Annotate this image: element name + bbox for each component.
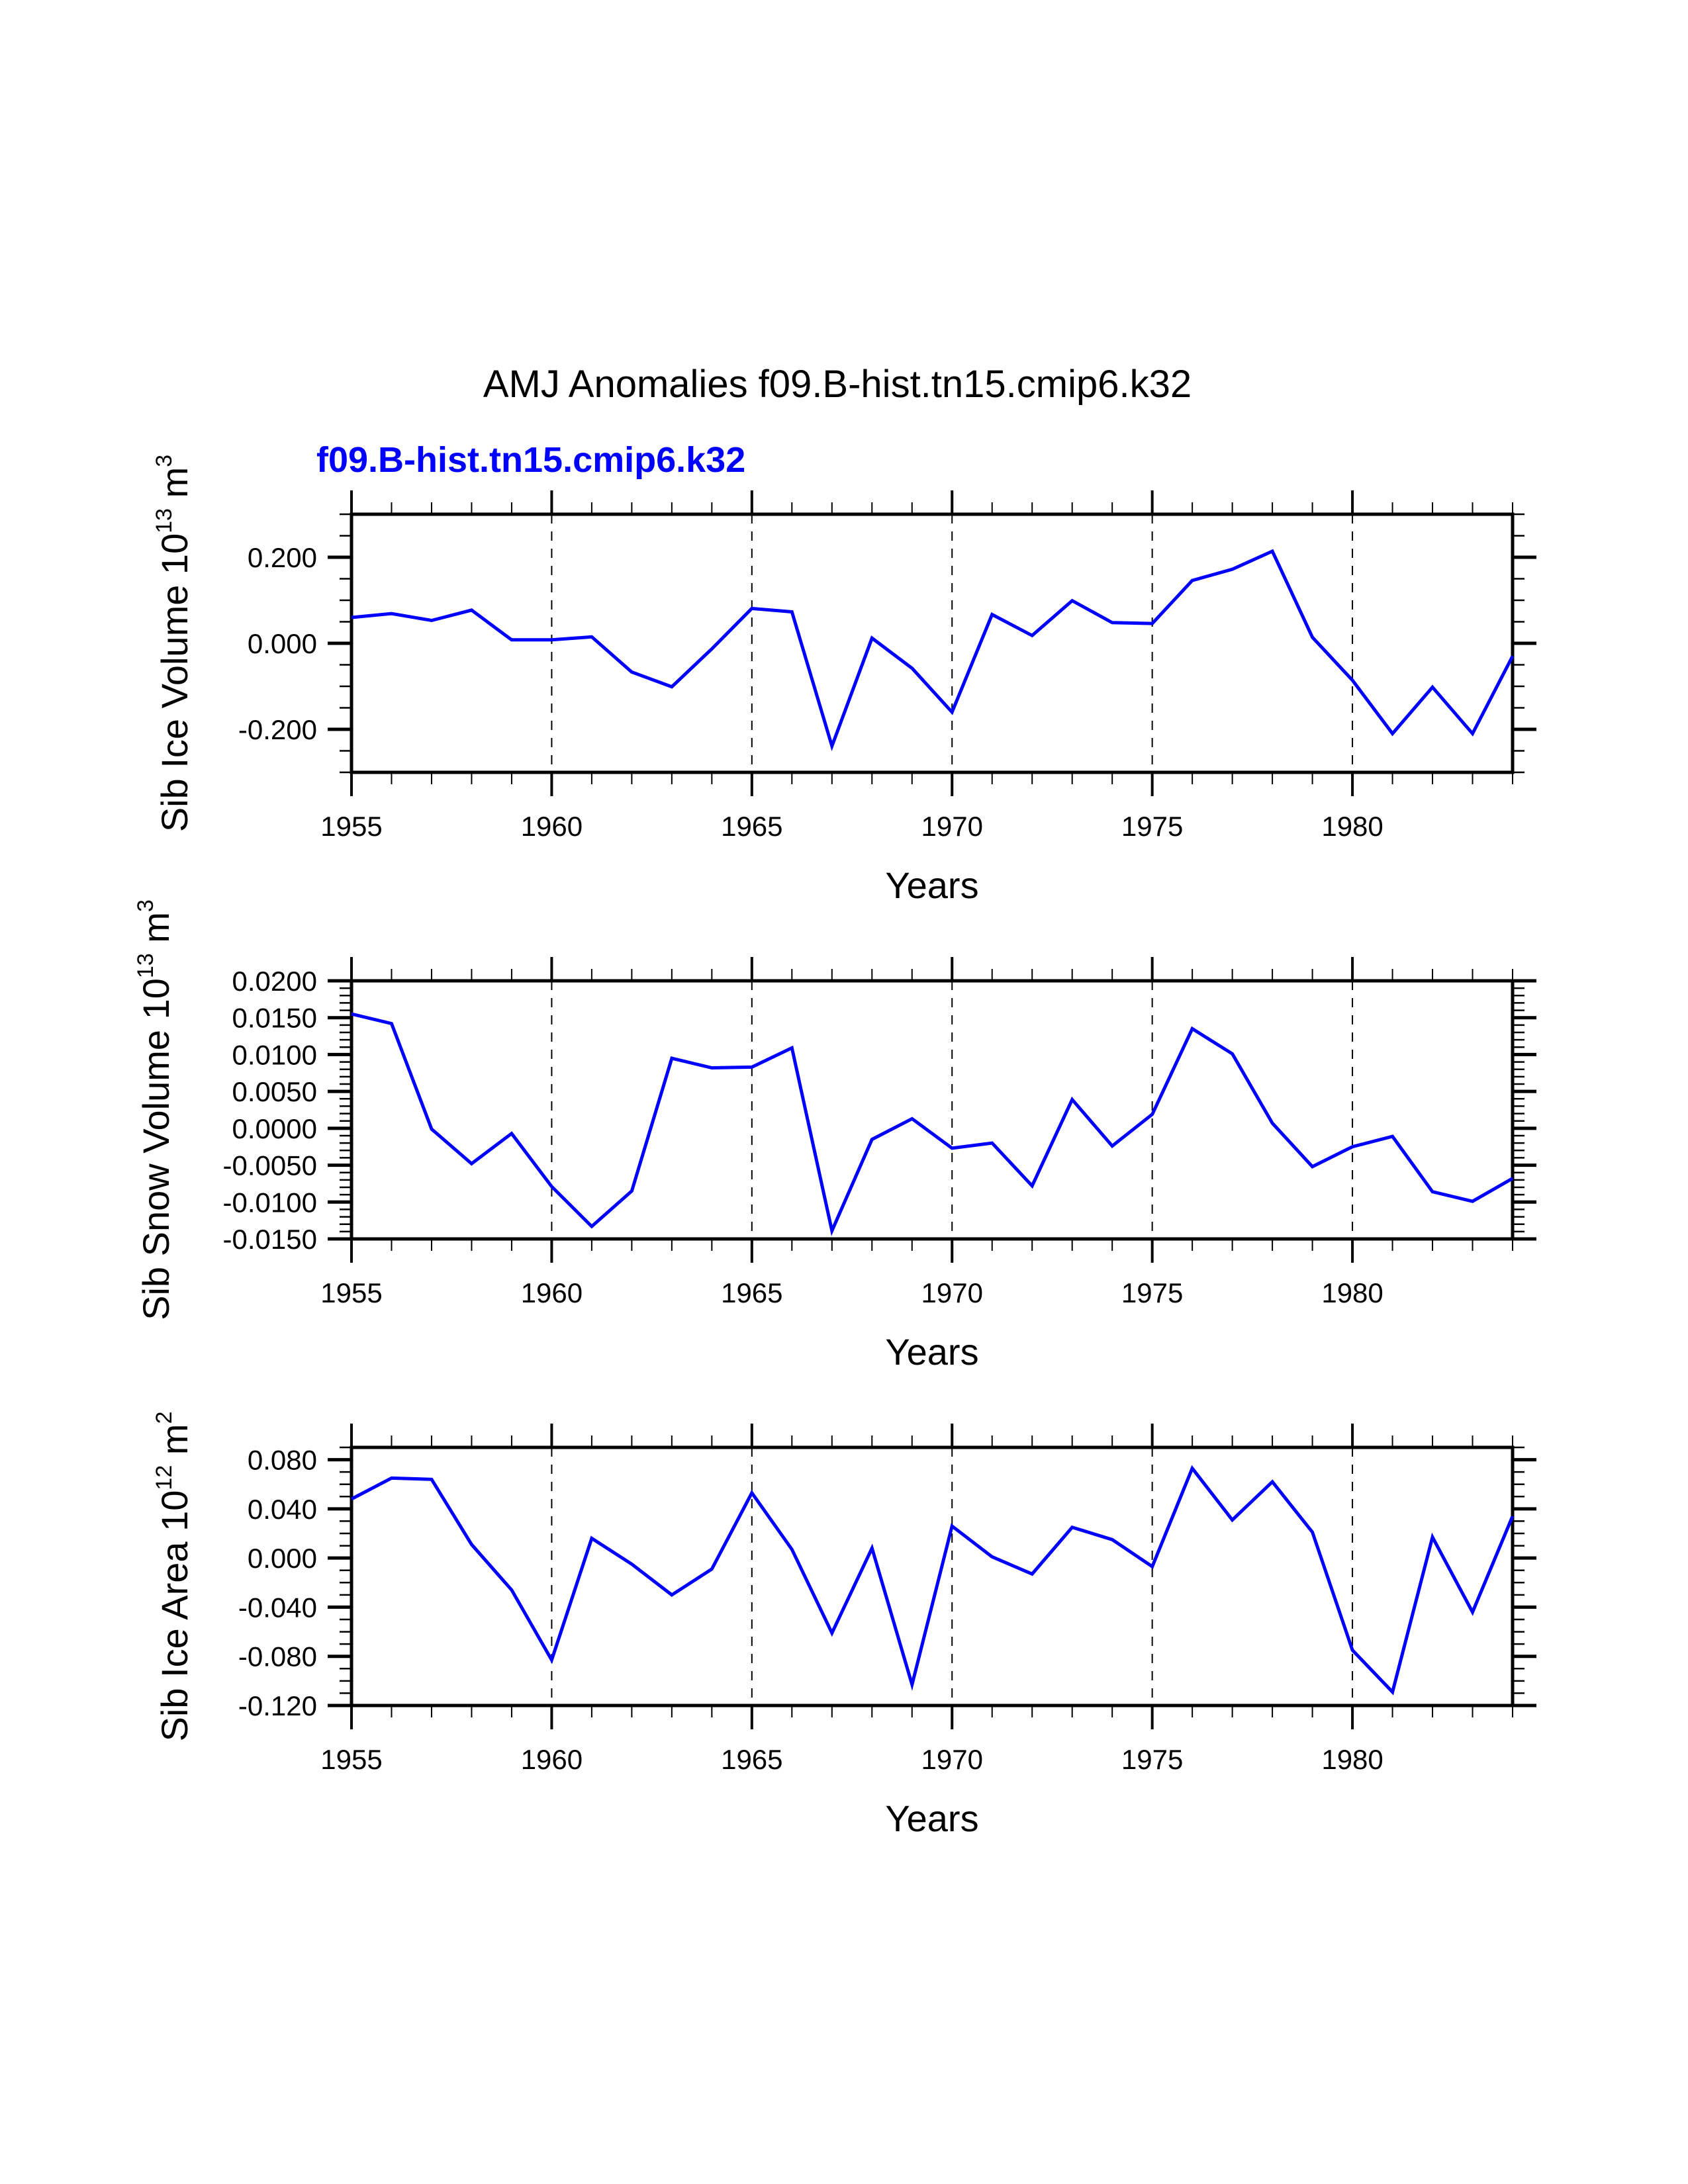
series-line bbox=[351, 549, 1515, 752]
x-tick-label: 1970 bbox=[921, 1744, 983, 1775]
y-axis-label-text: Sib Ice Volume 10 bbox=[154, 533, 195, 832]
y-tick-label: -0.0150 bbox=[223, 1224, 317, 1255]
x-tick-label: 1965 bbox=[721, 1744, 782, 1775]
x-tick-label: 1965 bbox=[721, 811, 782, 842]
x-tick-label: 1955 bbox=[320, 811, 382, 842]
y-tick-label: -0.040 bbox=[238, 1592, 317, 1623]
y-tick-label: -0.200 bbox=[238, 714, 317, 745]
y-tick-label: 0.0050 bbox=[232, 1076, 317, 1107]
series-line bbox=[351, 1012, 1514, 1236]
y-tick-label: 0.0000 bbox=[232, 1113, 317, 1144]
plot-frame bbox=[350, 1445, 1515, 1707]
chart-title: AMJ Anomalies f09.B-hist.tn15.cmip6.k32 bbox=[483, 363, 1192, 406]
y-tick-label: -0.0050 bbox=[223, 1150, 317, 1181]
x-tick-label: 1955 bbox=[320, 1277, 382, 1308]
y-axis-label-unit: m bbox=[135, 912, 177, 953]
y-axis-label-unit: m bbox=[154, 1424, 195, 1465]
y-axis-label-exponent: 12 bbox=[152, 1465, 177, 1490]
x-axis-label: Years bbox=[885, 864, 978, 906]
x-tick-label: 1970 bbox=[921, 1277, 983, 1308]
x-tick-label: 1960 bbox=[521, 1277, 583, 1308]
y-axis-label-unit-exponent: 3 bbox=[133, 899, 158, 912]
y-axis-label: Sib Ice Area 1012 m2 bbox=[152, 1412, 195, 1742]
x-tick-label: 1965 bbox=[721, 1277, 782, 1308]
x-tick-label: 1975 bbox=[1121, 811, 1183, 842]
series-line bbox=[350, 1465, 1515, 1696]
plot-frame bbox=[350, 979, 1515, 1241]
y-tick-label: 0.040 bbox=[248, 1494, 317, 1525]
panel-2: 1955 1960 1965 1970 1975 1980 0.0200 0.0150 0.01… bbox=[133, 899, 1536, 1373]
y-axis-label-exponent: 13 bbox=[133, 953, 158, 978]
y-tick-label: 0.000 bbox=[248, 1543, 317, 1574]
y-tick-label: 0.080 bbox=[248, 1445, 317, 1476]
panel-3: 1955 1960 1965 1970 1975 1980 0.080 0.040 0.000 -… bbox=[152, 1412, 1536, 1839]
y-tick-label: 0.0150 bbox=[232, 1003, 317, 1034]
y-axis-label-unit: m bbox=[154, 467, 195, 508]
x-tick-label: 1975 bbox=[1121, 1744, 1183, 1775]
x-axis-label: Years bbox=[885, 1797, 978, 1839]
chart-subtitle: f09.B-hist.tn15.cmip6.k32 bbox=[316, 440, 745, 480]
x-tick-label: 1960 bbox=[521, 811, 583, 842]
y-axis-label-text: Sib Ice Area 10 bbox=[154, 1490, 195, 1742]
y-tick-label: 0.200 bbox=[248, 542, 317, 573]
y-tick-label: -0.080 bbox=[238, 1641, 317, 1672]
x-tick-label: 1975 bbox=[1121, 1277, 1183, 1308]
y-tick-label: 0.000 bbox=[248, 628, 317, 659]
y-axis-label-text: Sib Snow Volume 10 bbox=[135, 978, 177, 1320]
y-tick-label: -0.0100 bbox=[223, 1187, 317, 1218]
x-tick-label: 1960 bbox=[521, 1744, 583, 1775]
y-tick-label: 0.0100 bbox=[232, 1039, 317, 1070]
x-tick-label: 1970 bbox=[921, 811, 983, 842]
plot-frame bbox=[350, 512, 1515, 774]
y-axis-label-exponent: 13 bbox=[152, 508, 177, 533]
x-tick-label: 1980 bbox=[1321, 1744, 1383, 1775]
x-axis-label: Years bbox=[885, 1331, 978, 1373]
y-axis-label: Sib Snow Volume 1013 m3 bbox=[133, 899, 177, 1320]
y-axis-label-unit-exponent: 3 bbox=[152, 455, 177, 467]
panel-1: 1955 1960 1965 1970 1975 1980 0.200 0.000 -0.200… bbox=[152, 455, 1536, 906]
x-tick-label: 1980 bbox=[1321, 811, 1383, 842]
y-axis-label-unit-exponent: 2 bbox=[152, 1412, 177, 1424]
y-axis-label: Sib Ice Volume 1013 m3 bbox=[152, 455, 195, 832]
y-tick-label: -0.120 bbox=[238, 1690, 317, 1721]
y-tick-label: 0.0200 bbox=[232, 966, 317, 997]
x-tick-label: 1955 bbox=[320, 1744, 382, 1775]
x-tick-label: 1980 bbox=[1321, 1277, 1383, 1308]
